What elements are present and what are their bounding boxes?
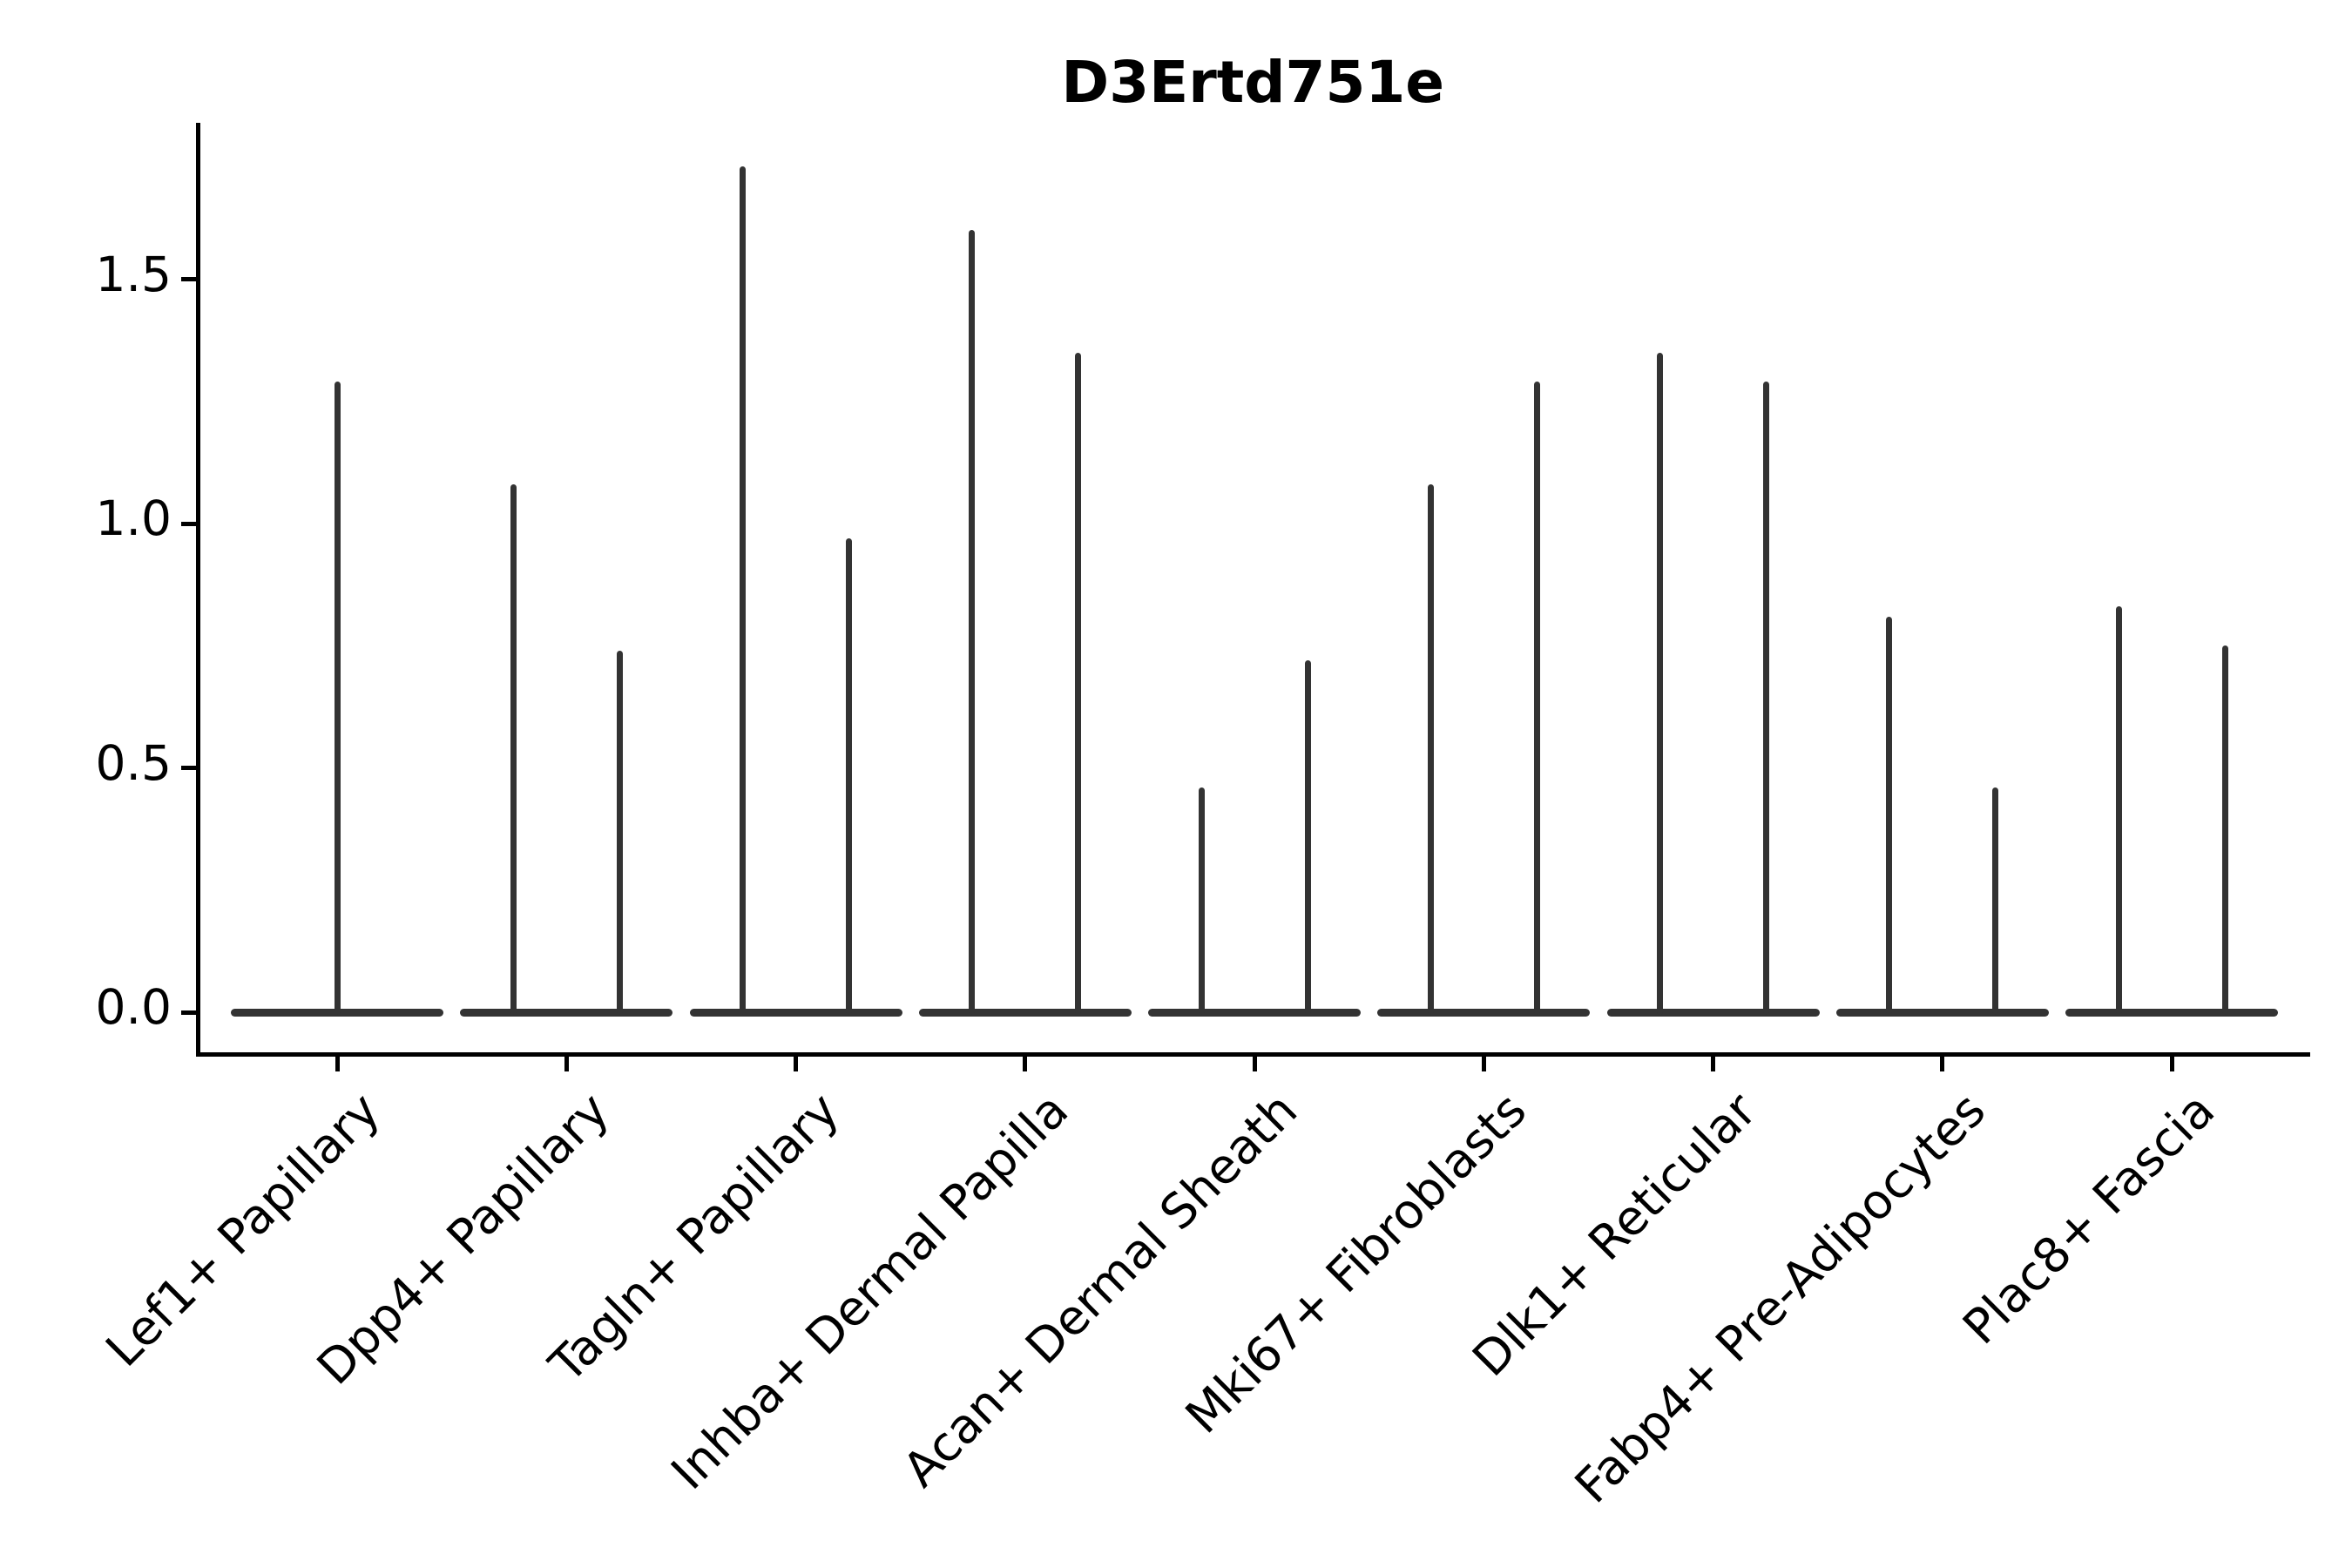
x-tick-label: Mki67+ Fibroblasts [1174, 1082, 1538, 1444]
violin-spike [2115, 606, 2122, 1015]
x-axis-spine [195, 1052, 2310, 1057]
violin-spike [510, 484, 517, 1015]
violin-spike [1075, 352, 1082, 1015]
violin-spike [740, 166, 746, 1015]
y-tick-mark [180, 1010, 196, 1015]
violin-spike [1657, 352, 1663, 1015]
x-tick-label: Plac8+ Fascia [1951, 1082, 2226, 1355]
x-tick-mark [1711, 1057, 1715, 1071]
violin-baseline [2065, 1008, 2278, 1017]
violin-baseline [1148, 1008, 1361, 1017]
x-tick-mark [794, 1057, 798, 1071]
x-tick-mark [1481, 1057, 1486, 1071]
violin-baseline [689, 1008, 902, 1017]
y-tick-mark [180, 521, 196, 526]
x-tick-label: Tagln+ Papillary [537, 1082, 849, 1393]
x-tick-mark [1023, 1057, 1028, 1071]
x-tick-label: Inhba+ Dermal Papilla [659, 1082, 1079, 1501]
violin-spike [1763, 382, 1769, 1015]
violin-spike [846, 537, 852, 1015]
violin-spike [1886, 616, 1893, 1015]
y-tick-label: 0.0 [95, 979, 172, 1035]
y-tick-mark [180, 277, 196, 281]
violin-spike [969, 230, 976, 1015]
x-tick-label: Dpp4+ Papillary [306, 1082, 620, 1396]
violin-spike [1533, 382, 1540, 1015]
x-tick-mark [1252, 1057, 1257, 1071]
violin-spike [2221, 645, 2228, 1015]
violin-spike [1304, 660, 1311, 1015]
x-tick-mark [2169, 1057, 2174, 1071]
x-tick-label: Acan+ Dermal Sheath [892, 1082, 1308, 1498]
x-tick-label: Fabp4+ Pre-Adipocytes [1564, 1082, 1997, 1514]
violin-spike [334, 382, 341, 1015]
y-tick-label: 1.5 [95, 246, 172, 302]
violin-baseline [1606, 1008, 1820, 1017]
violin-baseline [918, 1008, 1132, 1017]
y-axis-spine [195, 123, 200, 1057]
x-tick-mark [1940, 1057, 1945, 1071]
y-tick-mark [180, 766, 196, 770]
x-tick-mark [335, 1057, 340, 1071]
violin-spike [1427, 484, 1434, 1015]
chart-title: D3Ertd751e [1061, 49, 1445, 116]
violin-baseline [460, 1008, 673, 1017]
violin-baseline [1835, 1008, 2049, 1017]
violin-spike [1992, 787, 1999, 1015]
violin-baseline [1377, 1008, 1591, 1017]
x-tick-mark [564, 1057, 569, 1071]
violin-spike [616, 650, 623, 1015]
violin-spike [1198, 787, 1205, 1015]
y-tick-label: 1.0 [95, 490, 172, 546]
x-tick-label: Dlk1+ Reticular [1461, 1082, 1767, 1388]
y-tick-label: 0.5 [95, 734, 172, 791]
